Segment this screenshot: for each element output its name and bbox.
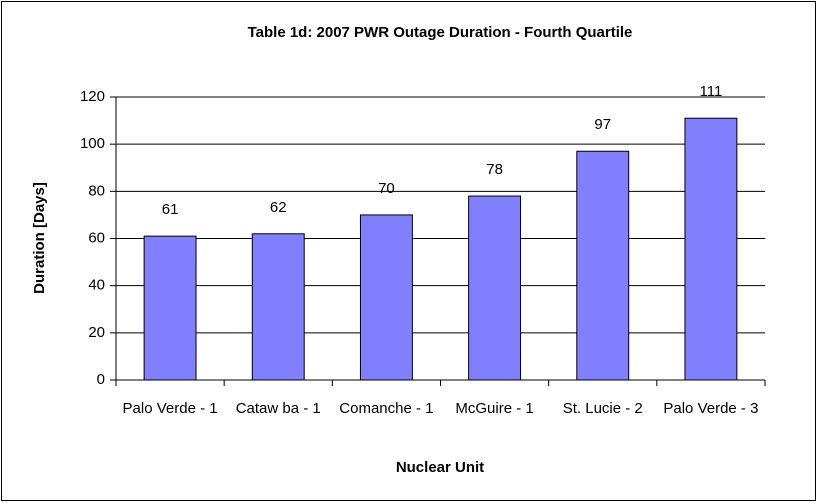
bar <box>359 214 413 381</box>
x-tick-label: Comanche - 1 <box>339 400 434 417</box>
y-tick-label: 80 <box>88 182 105 199</box>
x-tick-label: Cataw ba - 1 <box>235 400 321 417</box>
y-tick-label: 20 <box>88 324 105 341</box>
bar <box>576 150 630 381</box>
chart-title: Table 1d: 2007 PWR Outage Duration - Fou… <box>248 24 633 41</box>
data-label: 78 <box>486 161 503 178</box>
y-tick-label: 0 <box>97 371 105 388</box>
data-label: 97 <box>594 116 611 133</box>
y-tick-label: 60 <box>88 229 105 246</box>
bar <box>143 235 197 381</box>
y-tick-label: 40 <box>88 277 105 294</box>
x-axis-title: Nuclear Unit <box>396 459 484 476</box>
data-label: 111 <box>700 83 723 100</box>
data-label: 61 <box>162 201 179 218</box>
y-tick-label: 120 <box>80 88 105 105</box>
x-tick-label: St. Lucie - 2 <box>562 400 643 417</box>
x-tick-label: Palo Verde - 3 <box>663 400 759 417</box>
data-label: 70 <box>378 180 395 197</box>
data-label: 62 <box>270 199 287 216</box>
y-axis-title: Duration [Days] <box>31 182 48 294</box>
bar <box>468 195 522 381</box>
bar <box>251 233 305 381</box>
y-tick-label: 100 <box>80 135 105 152</box>
x-tick-label: Palo Verde - 1 <box>122 400 218 417</box>
x-tick-label: McGuire - 1 <box>455 400 534 417</box>
bar <box>684 117 738 381</box>
